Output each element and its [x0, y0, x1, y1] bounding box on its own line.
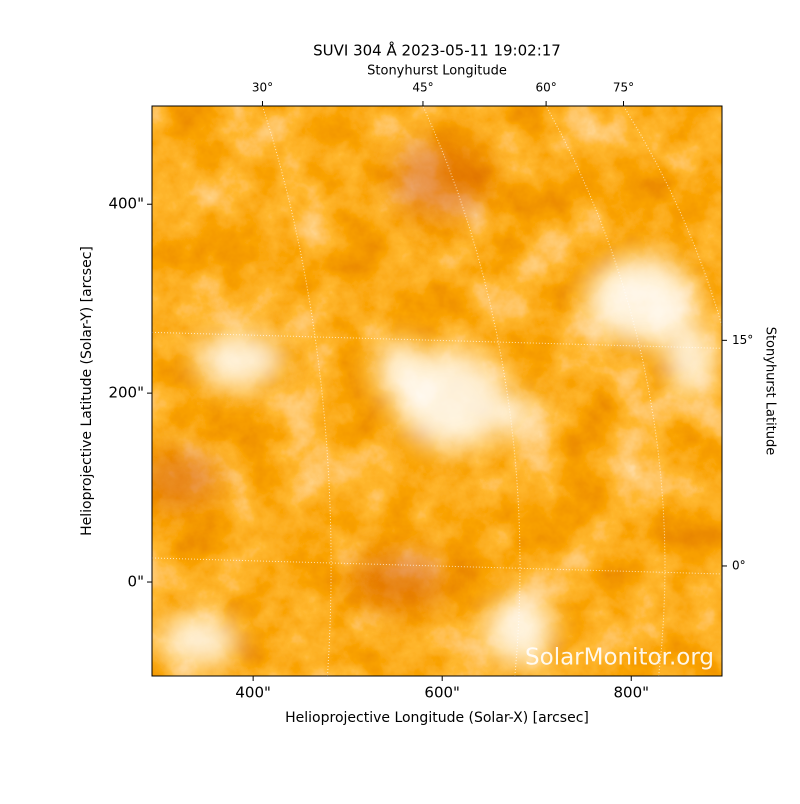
x2-axis-label: Stonyhurst Longitude	[367, 64, 507, 79]
x2-tick-label: 75°	[613, 81, 634, 95]
x2-tick-label: 45°	[412, 81, 433, 95]
chart-title: SUVI 304 Å 2023-05-11 19:02:17	[313, 41, 561, 60]
x2-tick-label: 30°	[252, 81, 273, 95]
x-axis-label: Helioprojective Longitude (Solar-X) [arc…	[285, 710, 589, 726]
plot-frame	[151, 105, 723, 677]
grid-line	[261, 106, 332, 676]
y-axis-label: Helioprojective Latitude (Solar-Y) [arcs…	[79, 246, 95, 536]
x-tick-label: 600"	[424, 684, 460, 702]
y2-axis-label: Stonyhurst Latitude	[763, 327, 778, 456]
x-tick-label: 800"	[613, 684, 649, 702]
x-tick-label: 400"	[235, 684, 271, 702]
y2-tick-label: 0°	[732, 558, 746, 572]
grid-line	[152, 331, 722, 349]
y-tick-label: 200"	[108, 384, 144, 402]
x2-tick-label: 60°	[535, 81, 556, 95]
y-tick-label: 400"	[108, 195, 144, 213]
y-tick-label: 0"	[128, 573, 144, 591]
watermark: SolarMonitor.org	[525, 645, 714, 671]
y2-tick-label: 15°	[732, 333, 753, 347]
grid-line	[422, 106, 521, 676]
solar-image: SolarMonitor.org	[152, 106, 722, 676]
grid-line	[152, 557, 722, 575]
